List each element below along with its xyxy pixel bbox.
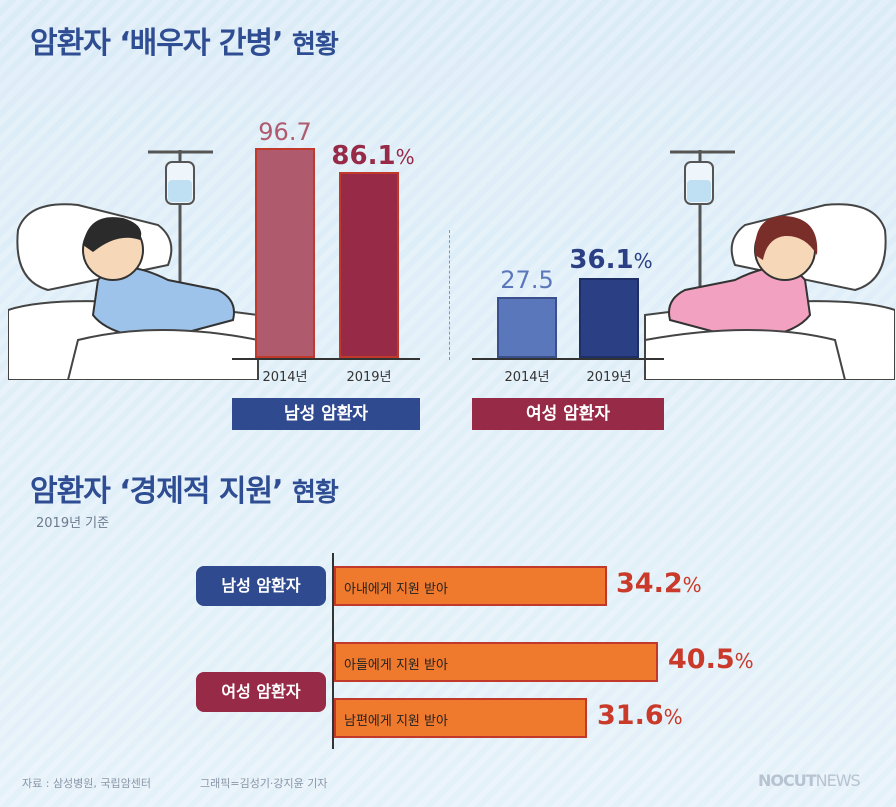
value-male-2019-text: 86.1 (331, 141, 396, 171)
chart2-title-text: 암환자 ‘경제적 지원’ (30, 474, 283, 509)
value-male-2014-text: 96.7 (258, 118, 312, 146)
value-female-2019-pct: % (633, 249, 653, 273)
hbar-son-value: 40.5% (668, 644, 754, 675)
bar-male-2019 (339, 172, 399, 358)
bar-female-2019 (579, 278, 639, 358)
tick-male-2014: 2014년 (262, 370, 308, 385)
bar-female-2014 (497, 297, 557, 358)
group-label-female: 여성 암환자 (472, 398, 664, 430)
graphic-credit: 그래픽=김성기·강지윤 기자 (200, 777, 328, 790)
chart2-note: 2019년 기준 (36, 516, 110, 531)
hbar-son-value-pct: % (734, 649, 754, 673)
female-patient-illustration (644, 150, 895, 380)
logo-bold: NOCUT (758, 771, 817, 790)
value-female-2014: 27.5 (487, 266, 567, 294)
chart2-title: 암환자 ‘경제적 지원’ 현황 (30, 466, 339, 510)
value-female-2014-text: 27.5 (500, 266, 554, 294)
hbar-wife (334, 566, 607, 606)
hbar-wife-value: 34.2% (616, 568, 702, 599)
bar-male-2014 (255, 148, 315, 358)
value-male-2019: 86.1% (323, 141, 423, 171)
hbar-husband-label: 남편에게 지원 받아 (344, 714, 448, 729)
hbar-husband-value: 31.6% (597, 700, 683, 731)
group-divider (449, 230, 450, 360)
value-male-2019-pct: % (395, 145, 415, 169)
chart2-title-suffix: 현황 (291, 478, 339, 508)
logo-thin: NEWS (815, 771, 861, 790)
group-label-male: 남성 암환자 (232, 398, 420, 430)
hbar-husband-value-text: 31.6 (597, 700, 664, 731)
hbar-wife-value-pct: % (682, 573, 702, 597)
hbar-son (334, 642, 658, 682)
hbar-husband (334, 698, 587, 738)
tick-female-2019: 2019년 (586, 370, 632, 385)
chart2-axis (332, 553, 334, 749)
hbar-son-label: 아들에게 지원 받아 (344, 658, 448, 673)
chart1-title-text: 암환자 ‘배우자 간병’ (30, 26, 283, 61)
tick-male-2019: 2019년 (346, 370, 392, 385)
pill-male: 남성 암환자 (196, 566, 326, 606)
tick-female-2014: 2014년 (504, 370, 550, 385)
hbar-wife-label: 아내에게 지원 받아 (344, 582, 448, 597)
hbar-son-value-text: 40.5 (668, 644, 735, 675)
baseline-female (472, 358, 664, 360)
baseline-male (232, 358, 420, 360)
hbar-wife-value-text: 34.2 (616, 568, 683, 599)
pill-female: 여성 암환자 (196, 672, 326, 712)
hbar-husband-value-pct: % (663, 705, 683, 729)
chart1-title-suffix: 현황 (291, 30, 339, 60)
male-patient-illustration (8, 150, 259, 380)
value-female-2019-text: 36.1 (569, 245, 634, 275)
nocutnews-logo: NOCUTNEWS (758, 771, 861, 790)
value-female-2019: 36.1% (561, 245, 661, 275)
value-male-2014: 96.7 (245, 118, 325, 146)
source-note: 자료 : 삼성병원, 국립암센터 (22, 777, 152, 790)
chart1-title: 암환자 ‘배우자 간병’ 현황 (30, 18, 339, 62)
